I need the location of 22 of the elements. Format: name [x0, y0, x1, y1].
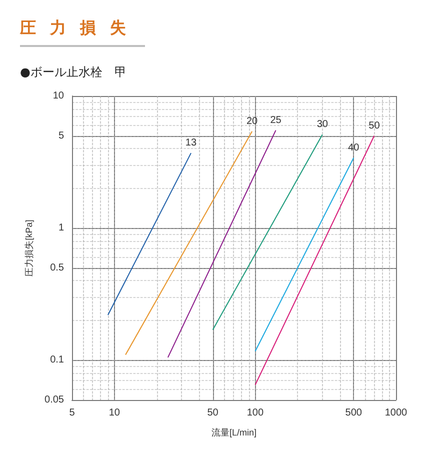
- y-tick-label: 10: [52, 90, 64, 102]
- series-label: 50: [368, 120, 380, 132]
- chart-subtitle: ●ボール止水栓 甲: [20, 64, 126, 81]
- series-label: 30: [316, 119, 328, 130]
- y-tick-label: 5: [58, 130, 64, 142]
- series-label: 20: [246, 116, 258, 127]
- x-tick-label: 1000: [384, 408, 408, 418]
- y-tick-label: 1: [58, 222, 64, 234]
- y-tick-label: 0.05: [44, 394, 64, 406]
- series-label: 13: [185, 138, 197, 149]
- x-tick-label: 100: [246, 408, 264, 418]
- x-tick-label: 5: [69, 408, 76, 418]
- y-tick-label: 0.1: [50, 354, 64, 366]
- x-axis-title: 流量[L/min]: [211, 428, 257, 438]
- x-tick-label: 10: [108, 408, 120, 418]
- y-axis-title: 圧力損失[kPa]: [24, 220, 34, 276]
- chart-title: 圧力損失: [20, 18, 145, 47]
- series-label: 40: [348, 142, 360, 154]
- series-label: 25: [270, 114, 282, 126]
- x-tick-label: 50: [207, 408, 219, 418]
- x-tick-label: 500: [345, 408, 362, 418]
- y-tick-label: 0.5: [50, 262, 64, 274]
